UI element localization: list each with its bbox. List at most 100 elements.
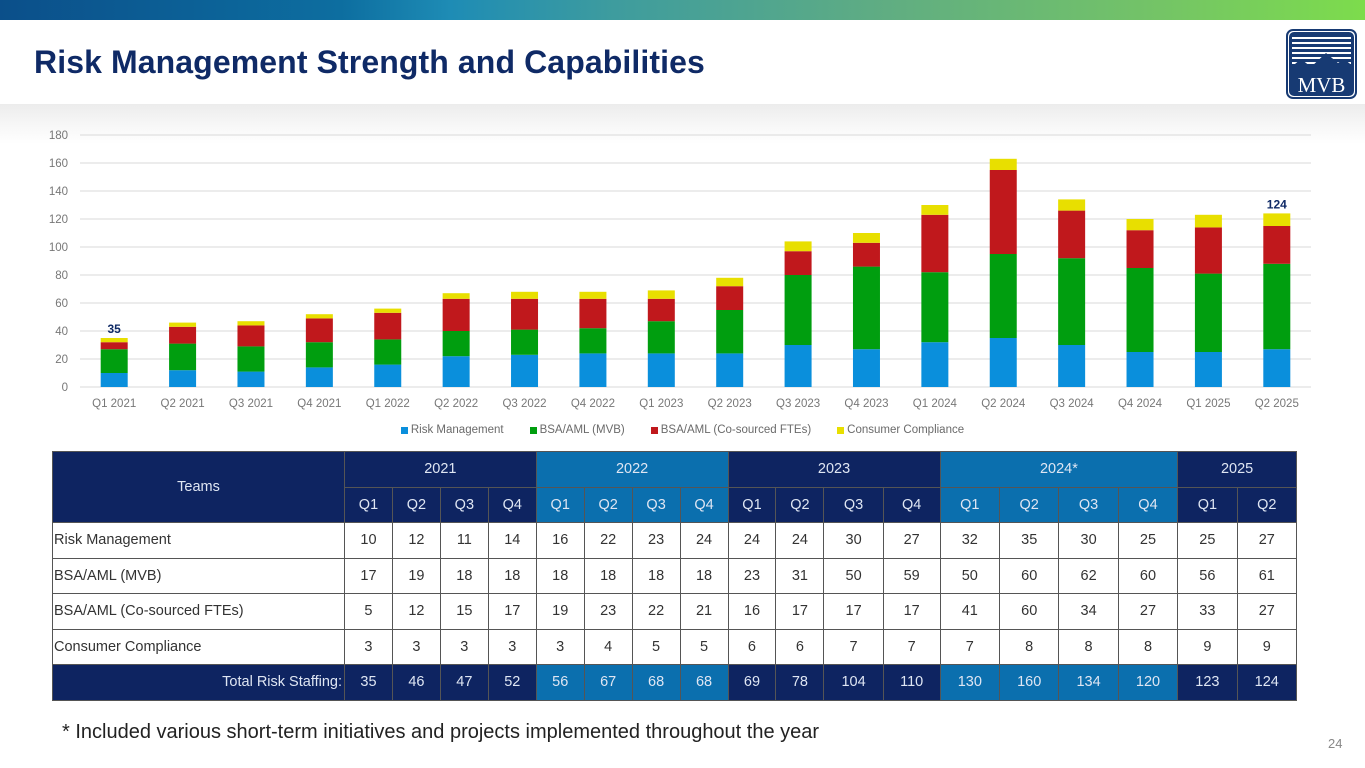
x-tick-label: Q2 2023	[708, 398, 752, 410]
table-cell: 30	[1058, 522, 1119, 559]
bar-segment-bsa-aml-co-sourced-ftes	[852, 242, 880, 267]
legend-swatch	[837, 426, 845, 434]
bar-segment-bsa-aml-co-sourced-ftes	[579, 298, 607, 329]
bar-segment-bsa-aml-mvb	[647, 321, 675, 354]
table-cell: 27	[1117, 593, 1179, 630]
bar-segment-bsa-aml-mvb	[921, 272, 949, 343]
bar-segment-bsa-aml-co-sourced-ftes	[1058, 210, 1086, 259]
table-cell: 3	[535, 628, 585, 665]
row-label: Consumer Compliance	[52, 628, 345, 665]
table-cell: 12	[391, 593, 441, 630]
legend-swatch	[529, 426, 537, 434]
total-cell: 56	[535, 664, 585, 701]
y-tick-label: 100	[49, 242, 68, 254]
table-cell: 60	[998, 557, 1060, 594]
total-cell: 69	[727, 664, 777, 701]
table-cell: 10	[344, 522, 393, 559]
bar-segment-risk-management	[100, 373, 128, 387]
quarter-header: Q1	[727, 486, 777, 523]
total-cell: 110	[882, 664, 941, 701]
table-cell: 14	[487, 522, 537, 559]
table-cell: 9	[1236, 628, 1298, 665]
page-number: 24	[1328, 736, 1343, 751]
bar-segment-bsa-aml-mvb	[237, 346, 265, 372]
total-cell: 67	[583, 664, 633, 701]
x-tick-label: Q2 2021	[161, 398, 205, 410]
quarter-header: Q1	[535, 486, 585, 523]
top-gradient-bar	[0, 0, 1365, 20]
bar-segment-risk-management	[1058, 345, 1086, 387]
year-header: 2022	[535, 451, 729, 488]
bar-segment-risk-management	[169, 370, 197, 387]
total-cell: 160	[998, 664, 1060, 701]
bar-segment-bsa-aml-mvb	[989, 254, 1017, 338]
page-title: Risk Management Strength and Capabilitie…	[34, 44, 705, 80]
total-label: Total Risk Staffing:	[52, 664, 345, 701]
table-cell: 24	[775, 522, 825, 559]
table-cell: 24	[679, 522, 729, 559]
table-cell: 18	[679, 557, 729, 594]
table-cell: 59	[882, 557, 941, 594]
total-cell: 78	[775, 664, 825, 701]
table-cell: 60	[998, 593, 1060, 630]
bar-segment-consumer-compliance	[442, 293, 470, 299]
quarter-header: Q3	[1058, 486, 1119, 523]
bar-segment-bsa-aml-co-sourced-ftes	[1194, 227, 1222, 274]
total-cell: 52	[487, 664, 537, 701]
bar-segment-risk-management	[579, 353, 607, 387]
bar-segment-bsa-aml-mvb	[374, 339, 402, 365]
x-tick-label: Q1 2022	[366, 398, 410, 410]
y-tick-label: 180	[49, 130, 68, 142]
quarter-header: Q3	[439, 486, 489, 523]
legend-label: Consumer Compliance	[847, 424, 965, 436]
table-cell: 62	[1058, 557, 1119, 594]
bar-segment-risk-management	[1126, 352, 1154, 387]
bar-segment-consumer-compliance	[100, 338, 128, 343]
bar-segment-bsa-aml-co-sourced-ftes	[237, 325, 265, 347]
table-cell: 11	[439, 522, 489, 559]
table-cell: 7	[823, 628, 884, 665]
bar-segment-bsa-aml-mvb	[442, 331, 470, 357]
bar-segment-risk-management	[647, 353, 675, 387]
total-cell: 134	[1058, 664, 1119, 701]
row-label: BSA/AML (MVB)	[52, 557, 345, 594]
table-cell: 41	[939, 593, 1001, 630]
x-tick-label: Q4 2024	[1118, 398, 1163, 410]
table-cell: 50	[823, 557, 884, 594]
x-tick-label: Q3 2024	[1050, 398, 1095, 410]
y-tick-label: 80	[55, 270, 68, 282]
mvb-logo: MVB	[1286, 29, 1357, 99]
bar-segment-risk-management	[989, 338, 1017, 387]
table-cell: 5	[631, 628, 681, 665]
bar-segment-consumer-compliance	[852, 233, 880, 243]
table-cell: 17	[882, 593, 941, 630]
table-cell: 27	[1236, 593, 1298, 630]
table-cell: 6	[727, 628, 777, 665]
x-tick-label: Q1 2021	[92, 398, 136, 410]
table-cell: 34	[1058, 593, 1119, 630]
table-cell: 9	[1177, 628, 1238, 665]
data-label: 35	[108, 322, 122, 336]
legend-item: BSA/AML (Co-sourced FTEs)	[650, 424, 811, 436]
x-tick-label: Q1 2024	[913, 398, 958, 410]
bar-segment-bsa-aml-co-sourced-ftes	[716, 286, 744, 310]
total-cell: 123	[1177, 664, 1238, 701]
x-tick-label: Q2 2024	[981, 398, 1026, 410]
legend-swatch	[400, 426, 408, 434]
total-cell: 124	[1236, 664, 1298, 701]
table-cell: 23	[727, 557, 777, 594]
table-cell: 17	[775, 593, 825, 630]
bar-segment-consumer-compliance	[1058, 199, 1086, 211]
quarter-header: Q1	[344, 486, 393, 523]
y-tick-label: 40	[55, 326, 68, 338]
bar-segment-consumer-compliance	[305, 314, 333, 319]
bar-segment-consumer-compliance	[1263, 213, 1291, 226]
staffing-chart: 0 20 40 60 80 100 120 140 160 180 Q1 2021 Q2 2021 Q3…	[0, 120, 1365, 450]
bar-segment-consumer-compliance	[921, 205, 949, 215]
bar-segment-consumer-compliance	[169, 322, 197, 327]
bar-segment-bsa-aml-mvb	[511, 329, 539, 355]
bar-segment-bsa-aml-co-sourced-ftes	[442, 298, 470, 331]
x-tick-label: Q4 2022	[571, 398, 615, 410]
x-tick-label: Q3 2023	[776, 398, 820, 410]
bar-segment-bsa-aml-mvb	[100, 349, 128, 373]
